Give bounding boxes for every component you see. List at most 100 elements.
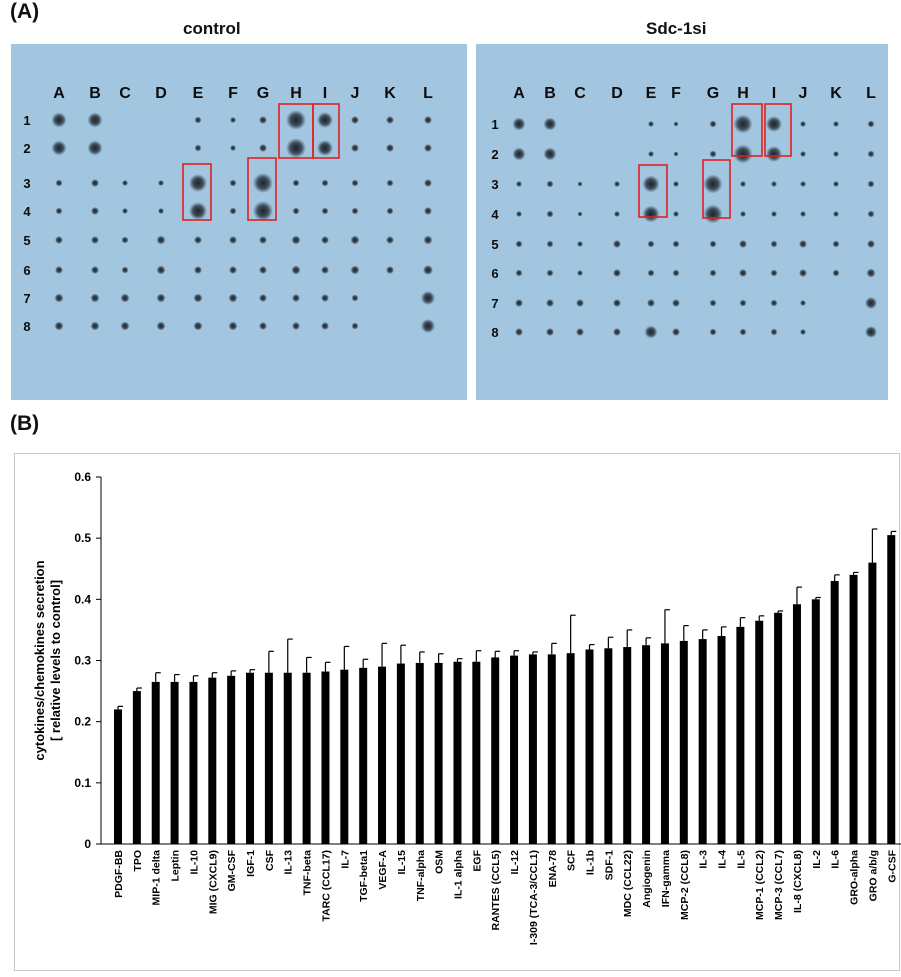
blot-spot [230,117,236,123]
bar [849,574,858,844]
category-label: SDF-1 [603,850,615,880]
blot-spot [546,240,554,248]
blot-spot [672,269,680,277]
blot-spot [87,140,103,156]
blot-spot [51,140,67,156]
blot-spot [120,293,130,303]
blot-spot [673,151,679,157]
blot-spot [770,299,778,307]
column-label: G [257,85,269,102]
blot-spot [739,299,747,307]
blot-spot [321,236,329,244]
blot-spot [229,179,237,187]
category-label: VEGF-A [377,850,389,890]
bar [246,672,255,844]
highlight-box [182,163,212,221]
category-label: IGF-1 [245,850,257,877]
blot-spot [770,269,778,277]
bar [132,691,141,844]
bar [227,675,236,844]
blot-spot [867,120,875,128]
blot-spot [158,180,164,186]
blot-spot [709,150,717,158]
y-tick-label: 0.3 [74,654,91,668]
category-label: MDC (CCL22) [622,850,634,917]
blot-spot [613,299,621,307]
column-label: A [53,85,65,102]
blot-spot [55,266,63,274]
bar [547,654,556,844]
bar [321,671,330,844]
blot-spot [286,110,306,130]
blot-spot [642,175,660,193]
category-label: EGF [471,849,483,871]
blot-spot [647,299,655,307]
bar [415,662,424,844]
blot-spot [158,208,164,214]
blot-spot [317,140,333,156]
blot-spot [259,116,267,124]
category-label: MIG (CXCL9) [207,850,219,914]
column-label: B [544,85,556,102]
blot-spot [194,116,202,124]
highlight-box [247,157,277,221]
blot-spot [424,116,432,124]
blot-spot [832,240,840,248]
column-label: C [574,85,586,102]
blot-spot [709,120,717,128]
blot-spot [515,328,523,336]
blot-spot [292,179,300,187]
blot-spot [516,211,522,217]
control-blot-image: A B C D E F G H I J K L 1 2 3 4 5 6 7 8 [11,44,467,400]
category-label: IL-4 [717,850,729,869]
category-label: IL-15 [396,850,408,875]
category-label: IL-1b [585,850,597,875]
blot-spot [121,266,129,274]
blot-spot [423,265,433,275]
blot-spot [421,319,435,333]
blot-spot [421,291,435,305]
highlight-box [702,159,731,219]
bar [396,663,405,844]
blot-spot [833,121,839,127]
blot-spot [350,235,360,245]
bar [642,645,651,844]
blot-spot [292,207,300,215]
blot-spot [121,236,129,244]
bar [736,626,745,844]
blot-spot [229,236,237,244]
blot-spot [91,266,99,274]
blot-spot [317,112,333,128]
bar [528,654,537,844]
row-label: 7 [23,291,30,306]
blot-spot [867,150,875,158]
blot-spot [386,144,394,152]
highlight-box [638,164,668,218]
blot-spot [386,266,394,274]
column-label: J [351,85,360,102]
y-axis-label-2: [ relative levels to control] [48,580,63,741]
row-label: 8 [491,325,498,340]
bar [566,653,575,844]
highlight-box [764,103,792,157]
blot-spot [259,236,267,244]
blot-spot [193,321,203,331]
column-label: H [737,85,749,102]
blot-spot [614,181,620,187]
category-label: RANTES (CCL5) [490,850,502,931]
blot-spot [351,207,359,215]
blot-spot [229,207,237,215]
blot-spot [703,204,723,224]
blot-spot [800,151,806,157]
blot-spot [259,266,267,274]
blot-spot [423,235,433,245]
blot-spot [739,269,747,277]
row-label: 8 [23,319,30,334]
blot-spot [424,207,432,215]
blot-spot [709,240,717,248]
row-label: 3 [23,176,30,191]
blot-spot [613,328,621,336]
bar [868,562,877,844]
blot-spot [291,235,301,245]
category-label: IL-7 [339,850,351,869]
